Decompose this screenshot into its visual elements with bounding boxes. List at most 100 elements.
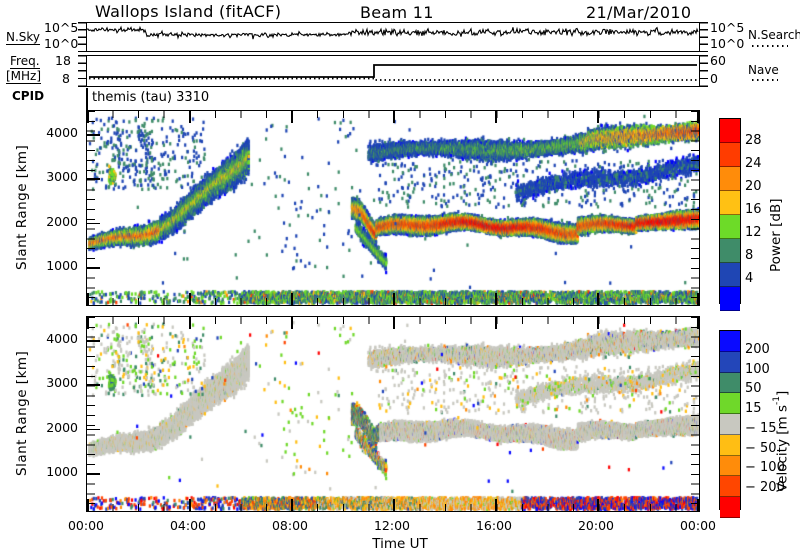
power-y-minor-ticks-left [87, 111, 95, 305]
freq-ytick-bottom: 8 [62, 71, 70, 86]
y-tick-label: 4000 [46, 331, 78, 347]
x-major-tick [291, 499, 293, 511]
x-major-tick [697, 293, 699, 305]
freq-ytick-top-right: 60 [710, 53, 726, 68]
colorbar-segment [720, 239, 740, 263]
noise-right-ticks [700, 22, 708, 52]
colorbar-segment [720, 434, 740, 456]
x-major-tick [597, 499, 599, 511]
x-major-tick-top [291, 317, 293, 329]
freq-left-ticks [78, 55, 86, 87]
y-major-tick-right [87, 384, 100, 386]
noise-search-label: N.Search [748, 28, 800, 42]
beam-label: Beam 11 [360, 3, 434, 22]
x-tick-label: 00:00 [679, 518, 717, 533]
power-y-major-ticks [87, 111, 100, 305]
colorbar-tick-label: 4 [745, 271, 754, 286]
colorbar-tick-label: 28 [745, 133, 762, 148]
colorbar-tick-label: 20 [745, 179, 762, 194]
x-major-tick [393, 499, 395, 511]
x-major-tick-top [495, 111, 497, 123]
x-major-tick [495, 499, 497, 511]
velocity-rti-plot [86, 316, 700, 512]
x-major-tick [87, 293, 89, 305]
x-tick-label: 00:00 [67, 518, 105, 533]
x-major-tick [697, 499, 699, 511]
nave-trace [89, 77, 697, 81]
velocity-y-minor-ticks-left [87, 317, 95, 511]
x-major-tick [87, 499, 89, 511]
velocity-y-axis-title: Slant Range [km] [14, 350, 30, 476]
x-major-tick-top [189, 317, 191, 329]
colorbar-tick-label: 100 [745, 361, 770, 377]
velocity-colorbar-title-sup: -1 [772, 396, 782, 405]
power-rti-plot [86, 110, 700, 306]
colorbar-segment [720, 191, 740, 215]
freq-ytick-top: 18 [55, 53, 71, 68]
x-tick-label: 16:00 [475, 518, 513, 533]
x-major-tick [189, 499, 191, 511]
x-tick-label: 04:00 [169, 518, 207, 533]
velocity-colorbar [719, 330, 741, 518]
x-axis-title: Time UT [372, 536, 428, 552]
colorbar-tick-label: 200 [745, 341, 770, 357]
velocity-colorbar-title: Velocity [m s-1] [772, 352, 791, 492]
colorbar-tick-label: − 200 [745, 480, 785, 496]
noise-ytick-top: 10^5 [44, 20, 79, 35]
x-major-tick [291, 293, 293, 305]
velocity-y-major-ticks [87, 317, 100, 511]
colorbar-segment [720, 372, 740, 394]
colorbar-tick-label: 12 [745, 225, 762, 240]
x-major-tick-top [597, 317, 599, 329]
colorbar-segment [720, 497, 740, 518]
colorbar-segment [720, 414, 740, 435]
colorbar-segment [720, 455, 740, 477]
colorbar-tick-label: 24 [745, 156, 762, 171]
cpid-tick-mark [86, 88, 88, 110]
x-major-tick-top [393, 111, 395, 123]
noise-ytick-bottom-right: 10^0 [710, 36, 745, 51]
x-tick-label: 08:00 [271, 518, 309, 533]
noise-search-legend-line [752, 45, 788, 47]
nave-legend-line [752, 79, 778, 81]
y-major-tick-right [87, 428, 100, 431]
colorbar-tick-label: − 100 [745, 460, 785, 476]
power-scatter-canvas [87, 111, 699, 305]
y-major-tick-right [87, 134, 100, 136]
x-major-tick [393, 293, 395, 305]
freq-label-line2: [MHz] [6, 69, 42, 84]
colorbar-segment [720, 119, 740, 143]
colorbar-tick-label: 50 [745, 381, 762, 397]
y-major-tick-right [87, 267, 100, 269]
x-major-tick-top [697, 111, 699, 123]
x-major-tick-top [87, 111, 89, 123]
x-tick-label: 12:00 [373, 518, 411, 533]
x-tick-label: 20:00 [577, 518, 615, 533]
power-colorbar-title: Power [dB] [768, 198, 784, 272]
colorbar-tick-label: − 50 [745, 440, 777, 456]
colorbar-tick-label: − 15 [745, 420, 777, 436]
noise-sky-label: N.Sky [6, 30, 41, 45]
colorbar-segment [720, 215, 740, 239]
freq-right-ticks [700, 55, 708, 87]
x-major-tick-top [697, 317, 699, 329]
y-tick-label: 2000 [46, 419, 78, 435]
x-major-tick-top [597, 111, 599, 123]
colorbar-tick-label: 8 [745, 248, 754, 263]
y-major-tick-right [87, 473, 100, 475]
velocity-colorbar-title-end: ] [774, 390, 791, 397]
colorbar-segment [720, 331, 740, 352]
y-major-tick-right [87, 340, 100, 342]
power-y-axis-title: Slant Range [km] [14, 144, 30, 270]
y-tick-label: 1000 [46, 258, 78, 274]
x-major-tick-top [291, 111, 293, 123]
nave-label: Nave [748, 63, 779, 77]
y-tick-label: 2000 [46, 213, 78, 229]
date-label: 21/Mar/2010 [586, 3, 692, 22]
colorbar-tick-label: 15 [745, 401, 762, 417]
x-major-tick [597, 293, 599, 305]
colorbar-tick-label: 16 [745, 202, 762, 217]
noise-sky-trace [86, 25, 699, 40]
cpid-label: CPID [12, 89, 45, 103]
page-title: Wallops Island (fitACF) [95, 2, 282, 21]
